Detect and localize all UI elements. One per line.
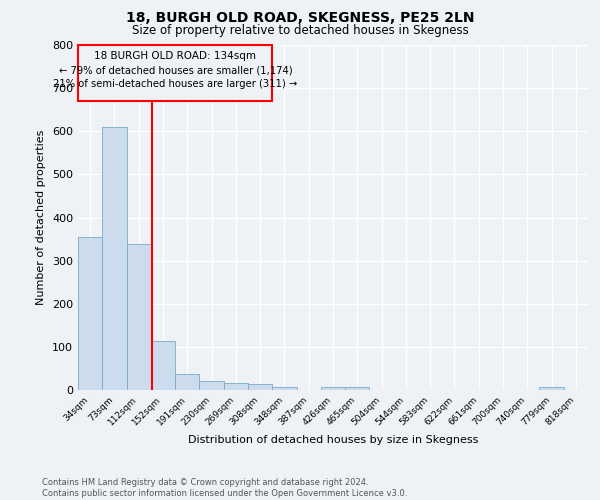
Bar bbox=[224, 382, 248, 390]
Bar bbox=[272, 386, 296, 390]
Bar bbox=[78, 237, 102, 390]
FancyBboxPatch shape bbox=[79, 45, 272, 101]
Bar bbox=[539, 386, 564, 390]
Bar bbox=[127, 244, 151, 390]
Bar bbox=[199, 382, 224, 390]
Text: 18, BURGH OLD ROAD, SKEGNESS, PE25 2LN: 18, BURGH OLD ROAD, SKEGNESS, PE25 2LN bbox=[126, 11, 474, 25]
Y-axis label: Number of detached properties: Number of detached properties bbox=[37, 130, 46, 305]
Text: 21% of semi-detached houses are larger (311) →: 21% of semi-detached houses are larger (… bbox=[53, 79, 298, 89]
Bar bbox=[151, 342, 175, 390]
Text: Size of property relative to detached houses in Skegness: Size of property relative to detached ho… bbox=[131, 24, 469, 37]
X-axis label: Distribution of detached houses by size in Skegness: Distribution of detached houses by size … bbox=[188, 436, 478, 446]
Bar bbox=[345, 386, 370, 390]
Bar bbox=[102, 126, 127, 390]
Bar bbox=[175, 374, 199, 390]
Bar bbox=[321, 386, 345, 390]
Text: Contains HM Land Registry data © Crown copyright and database right 2024.
Contai: Contains HM Land Registry data © Crown c… bbox=[42, 478, 407, 498]
Text: ← 79% of detached houses are smaller (1,174): ← 79% of detached houses are smaller (1,… bbox=[59, 66, 292, 76]
Text: 18 BURGH OLD ROAD: 134sqm: 18 BURGH OLD ROAD: 134sqm bbox=[94, 51, 256, 61]
Bar bbox=[248, 384, 272, 390]
